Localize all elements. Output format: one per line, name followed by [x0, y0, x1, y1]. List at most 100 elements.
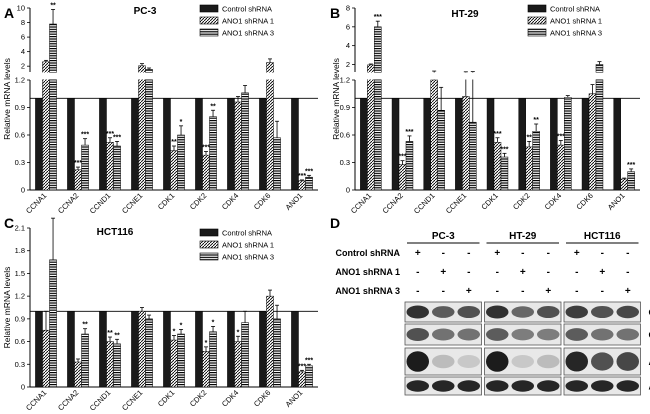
- bar: [550, 98, 558, 191]
- protein-band: [406, 380, 429, 392]
- bar: [106, 341, 114, 388]
- chart-title: HT-29: [451, 9, 479, 20]
- bar: [131, 98, 139, 191]
- bar: [227, 311, 235, 388]
- y-tick-label: 2: [21, 62, 25, 71]
- bar: [391, 98, 400, 191]
- significance-stars: **: [107, 330, 113, 337]
- x-tick-label: ANO1: [606, 191, 627, 212]
- condition-sign: +: [545, 286, 551, 297]
- bar: [99, 311, 107, 388]
- bar: [305, 176, 313, 191]
- protein-band: [537, 380, 560, 392]
- x-tick-label: CCNA1: [24, 388, 48, 412]
- x-tick-label: CDK6: [574, 191, 595, 212]
- significance-stars: ***: [405, 129, 413, 136]
- condition-sign: -: [547, 267, 550, 278]
- significance-stars: ***: [298, 363, 306, 370]
- condition-sign: -: [442, 286, 445, 297]
- significance-stars: *: [237, 329, 240, 336]
- significance-stars: *: [212, 319, 215, 326]
- legend-swatch-0: [199, 4, 219, 13]
- bar: [113, 343, 121, 388]
- x-tick-label: CCNE1: [444, 191, 468, 215]
- y-tick-label: 0.9: [15, 314, 25, 323]
- protein-band: [406, 305, 429, 319]
- significance-stars: **: [210, 103, 216, 110]
- bar: [163, 311, 171, 388]
- bar: [113, 145, 121, 191]
- condition-sign: -: [496, 286, 499, 297]
- condition-sign: +: [574, 248, 580, 259]
- legend-label: Control shRNA: [222, 229, 272, 238]
- bar: [202, 351, 210, 388]
- y-tick-label: 1.2: [15, 76, 25, 85]
- bar: [266, 62, 274, 191]
- bar: [177, 134, 185, 191]
- cell-line-label: HT-29: [509, 231, 537, 242]
- legend-label: ANO1 shRNA 3: [222, 253, 274, 262]
- x-tick-label: CDK6: [252, 388, 273, 409]
- x-tick-label: CDK2: [188, 388, 209, 409]
- significance-stars: *: [173, 329, 176, 336]
- protein-band: [616, 380, 639, 392]
- bar: [99, 98, 107, 191]
- bar: [42, 61, 50, 191]
- legend-swatch-1: [527, 16, 547, 25]
- protein-band: [565, 380, 588, 392]
- protein-band: [486, 305, 509, 319]
- bar: [273, 137, 281, 191]
- protein-band: [616, 328, 639, 341]
- x-tick-label: CDK6: [252, 191, 273, 212]
- panel-letter-D: D: [330, 215, 340, 231]
- condition-sign: -: [626, 248, 629, 259]
- condition-sign: -: [416, 267, 419, 278]
- y-tick-label: 0.3: [340, 158, 350, 167]
- bar: [430, 79, 438, 191]
- x-tick-label: ANO1: [284, 388, 305, 409]
- y-axis-title: Relative mRNA levels: [2, 58, 12, 140]
- significance-stars: ***: [374, 14, 382, 21]
- protein-band: [591, 305, 614, 319]
- x-tick-label: CCNA1: [349, 191, 373, 215]
- protein-band: [457, 305, 480, 319]
- bar: [241, 322, 249, 388]
- x-tick-label: CDK4: [220, 388, 241, 409]
- bar: [613, 98, 621, 191]
- protein-band: [591, 352, 614, 371]
- condition-sign: -: [575, 286, 578, 297]
- condition-sign: +: [440, 267, 446, 278]
- significance-stars: **: [526, 134, 532, 141]
- bar: [74, 169, 82, 191]
- y-tick-label: 1.2: [15, 292, 25, 301]
- bar: [367, 64, 375, 191]
- bar: [398, 164, 407, 191]
- condition-sign: -: [467, 248, 470, 259]
- condition-sign: -: [601, 286, 604, 297]
- significance-stars: ***: [398, 154, 406, 161]
- x-tick-label: CCND1: [88, 388, 113, 413]
- y-tick-label: 0.6: [15, 131, 25, 140]
- significance-stars: ***: [493, 131, 501, 138]
- condition-sign: -: [496, 267, 499, 278]
- protein-band: [591, 380, 614, 392]
- protein-label: ANO1: [649, 357, 650, 367]
- protein-band: [565, 305, 588, 319]
- protein-band: [537, 328, 560, 341]
- bar: [525, 146, 533, 191]
- bar: [195, 311, 203, 388]
- x-tick-label: CDK1: [156, 191, 177, 212]
- y-tick-label: 0.9: [15, 103, 25, 112]
- protein-band: [432, 328, 455, 341]
- bar: [620, 178, 628, 191]
- x-tick-label: CCNA1: [24, 191, 48, 215]
- x-tick-label: CCNE1: [120, 191, 144, 215]
- bar: [518, 98, 526, 191]
- condition-sign: +: [520, 267, 526, 278]
- panel-letter-C: C: [4, 215, 14, 231]
- significance-stars: ***: [74, 160, 82, 167]
- condition-sign: +: [494, 248, 500, 259]
- significance-stars: ***: [627, 162, 635, 169]
- significance-stars: ***: [500, 146, 508, 153]
- condition-sign: -: [467, 267, 470, 278]
